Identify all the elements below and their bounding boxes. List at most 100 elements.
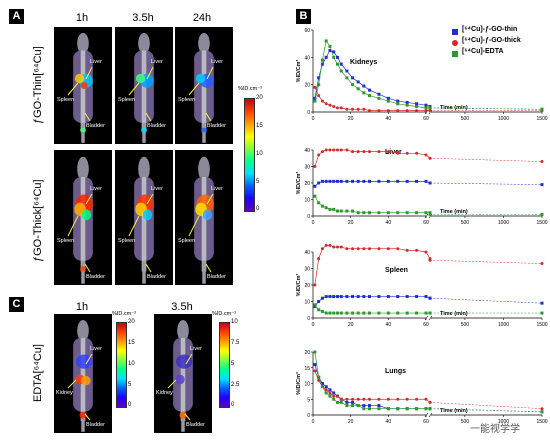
data-point	[362, 311, 366, 315]
data-point	[428, 296, 432, 300]
data-point	[368, 407, 371, 411]
panel-label-b: B	[296, 9, 311, 24]
pointer-arrow	[84, 112, 91, 122]
series-thick	[313, 243, 544, 287]
data-point	[368, 211, 371, 215]
data-point	[428, 109, 432, 113]
x-tick-label: 60	[423, 419, 429, 425]
data-point	[345, 397, 349, 401]
y-tick-label: 60	[304, 28, 310, 34]
data-point	[317, 83, 321, 87]
colorbar-c1-title: %ID.cm⁻³	[112, 311, 136, 317]
organ-label: Liver	[211, 186, 223, 192]
legend-label-thin: [⁶⁴Cu]-ƒ-GO-thin	[462, 26, 518, 33]
data-point	[428, 181, 432, 185]
colorbar-a-tick: 0	[256, 206, 260, 212]
series-line	[314, 149, 431, 167]
tail-shape	[81, 411, 85, 432]
data-point	[540, 183, 544, 187]
data-point	[328, 49, 332, 52]
data-point	[377, 407, 381, 411]
legend-label-edta: [⁶⁴Cu]-EDTA	[462, 48, 504, 55]
data-point	[415, 311, 419, 315]
skull-shape	[177, 319, 189, 342]
data-point	[313, 194, 317, 198]
pointer-arrow	[206, 193, 214, 205]
data-point	[405, 295, 409, 299]
series-edta	[313, 194, 544, 216]
data-point	[320, 247, 324, 251]
data-point	[396, 311, 400, 315]
data-point	[328, 388, 332, 392]
x-axis-label: Time (min)	[440, 408, 468, 414]
data-point	[339, 295, 343, 299]
x-tick-label: 40	[386, 322, 392, 328]
data-point	[320, 179, 324, 183]
data-point	[335, 148, 339, 152]
colorbar-c2-tick: 2.5	[231, 382, 240, 388]
series-thin	[313, 179, 544, 188]
data-point	[405, 248, 409, 252]
uptake-spot	[81, 375, 91, 386]
data-point	[351, 209, 355, 213]
x-tick-label: 20	[348, 322, 354, 328]
data-point	[396, 407, 400, 411]
data-point	[362, 397, 366, 401]
data-point	[377, 211, 381, 215]
data-point	[351, 150, 355, 154]
tail-shape	[81, 260, 85, 284]
series-line	[314, 181, 431, 187]
data-point	[332, 245, 336, 249]
data-point	[415, 397, 419, 401]
uptake-spot	[176, 354, 193, 369]
colorbar-c1-tick: 20	[128, 319, 135, 325]
x-tick-label: 500	[461, 220, 470, 226]
series-edta	[313, 350, 544, 414]
data-point	[335, 295, 339, 299]
data-point	[313, 369, 317, 373]
data-point	[386, 99, 390, 103]
organ-label: Liver	[90, 346, 102, 352]
data-point	[377, 295, 381, 299]
data-point	[362, 91, 366, 95]
data-point	[320, 204, 324, 208]
data-point	[320, 150, 324, 154]
x-tick-label: 60	[423, 116, 429, 122]
pointer-arrow	[128, 82, 140, 96]
data-point	[351, 76, 355, 80]
data-point	[324, 179, 328, 183]
data-point	[396, 179, 400, 183]
series-line-dashed	[429, 297, 543, 304]
data-point	[540, 407, 544, 411]
series-thin	[313, 295, 544, 308]
data-point	[540, 107, 544, 111]
data-point	[324, 55, 328, 59]
data-point	[332, 55, 336, 59]
series-line	[314, 87, 430, 111]
data-point	[332, 50, 336, 54]
data-point	[424, 211, 428, 215]
y-tick-label: 0	[307, 413, 310, 419]
data-point	[356, 311, 360, 315]
tail-shape	[142, 260, 146, 284]
data-point	[324, 39, 328, 43]
pointer-arrow	[185, 353, 193, 365]
chart-spleen: 0 10 20 30 40 0 20 40 60 500 1000 1500 Time (min) %ID…	[295, 243, 548, 328]
skull-shape	[77, 156, 89, 182]
data-point	[368, 247, 371, 251]
data-point	[317, 201, 321, 205]
data-point	[313, 99, 317, 103]
skull-shape	[77, 32, 89, 54]
data-point	[368, 179, 371, 183]
axis-break	[424, 213, 429, 219]
data-point	[396, 109, 400, 113]
organ-label: Spleen	[118, 238, 136, 244]
panel-label-a: A	[9, 9, 24, 24]
x-tick-label: 20	[348, 220, 354, 226]
data-point	[328, 44, 332, 48]
organ-label: Spleen	[57, 97, 75, 103]
data-point	[424, 153, 428, 157]
colorbar-a-title: %ID.cm⁻³	[238, 86, 262, 92]
data-point	[335, 106, 339, 110]
colorbar-c2-tick: 7.5	[231, 340, 240, 346]
